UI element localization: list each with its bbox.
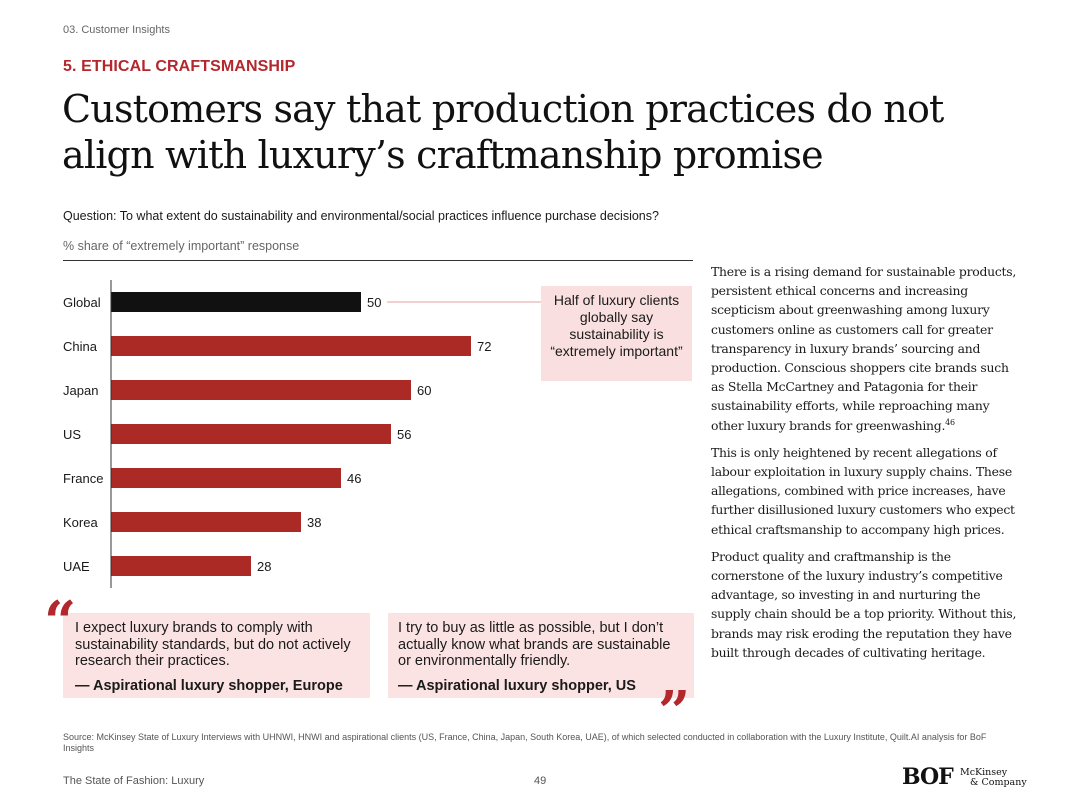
category-label: France	[63, 471, 103, 486]
value-label: 50	[367, 295, 381, 310]
section-label: 03. Customer Insights	[63, 24, 170, 36]
bar-korea	[111, 512, 301, 532]
mckinsey-logo-line2: & Company	[970, 777, 1027, 788]
chart-unit-label: % share of “extremely important” respons…	[63, 239, 300, 253]
quote-text: I try to buy as little as possible, but …	[398, 620, 671, 669]
category-label: Korea	[63, 515, 98, 530]
bar-us	[111, 424, 391, 444]
bar-chart: Global 50 China 72 Japan 60 US 56 France 46 Korea 3…	[63, 280, 541, 588]
body-paragraph-3: Product quality and craftmanship is the …	[711, 548, 1017, 660]
close-quote-icon: ”	[658, 679, 691, 745]
section-kicker: 5. ETHICAL CRAFTSMANSHIP	[63, 58, 296, 75]
quote-box-us: I try to buy as little as possible, but …	[388, 613, 694, 698]
page-title: Customers say that production practices …	[62, 87, 944, 177]
body-text: There is a rising demand for sustainable…	[711, 262, 1023, 670]
publication-name: The State of Fashion: Luxury	[63, 775, 205, 787]
value-label: 28	[257, 559, 271, 574]
chart-top-rule	[63, 260, 693, 261]
open-quote-icon: “	[44, 589, 77, 655]
bar-japan	[111, 380, 411, 400]
value-label: 38	[307, 515, 321, 530]
quote-attribution: — Aspirational luxury shopper, Europe	[75, 677, 343, 694]
bar-uae	[111, 556, 251, 576]
quote-box-europe: I expect luxury brands to comply with su…	[63, 613, 370, 698]
chart-question: Question: To what extent do sustainabili…	[63, 209, 659, 223]
category-label: China	[63, 339, 98, 354]
mckinsey-logo: McKinsey & Company	[960, 768, 1027, 788]
callout-box: Half of luxury clients globally say sust…	[541, 286, 692, 381]
mckinsey-logo-line1: McKinsey	[960, 767, 1008, 778]
category-label: Global	[63, 295, 101, 310]
category-label: US	[63, 427, 81, 442]
source-note: Source: McKinsey State of Luxury Intervi…	[63, 732, 987, 753]
body-paragraph-2: This is only heightened by recent allega…	[711, 444, 1015, 537]
quote-attribution: — Aspirational luxury shopper, US	[398, 677, 636, 694]
footnote-ref: 46	[945, 417, 955, 427]
bar-france	[111, 468, 341, 488]
value-label: 56	[397, 427, 411, 442]
category-label: Japan	[63, 383, 98, 398]
quote-text: I expect luxury brands to comply with su…	[75, 620, 351, 669]
category-label: UAE	[63, 559, 90, 574]
value-label: 46	[347, 471, 361, 486]
body-paragraph-1-text: There is a rising demand for sustainable…	[711, 264, 1017, 433]
bar-global	[111, 292, 361, 312]
body-paragraph-1: There is a rising demand for sustainable…	[711, 262, 1023, 435]
page-number: 49	[534, 775, 547, 787]
value-label: 72	[477, 339, 491, 354]
bof-logo: BOF	[902, 764, 954, 790]
bar-china	[111, 336, 471, 356]
value-label: 60	[417, 383, 431, 398]
